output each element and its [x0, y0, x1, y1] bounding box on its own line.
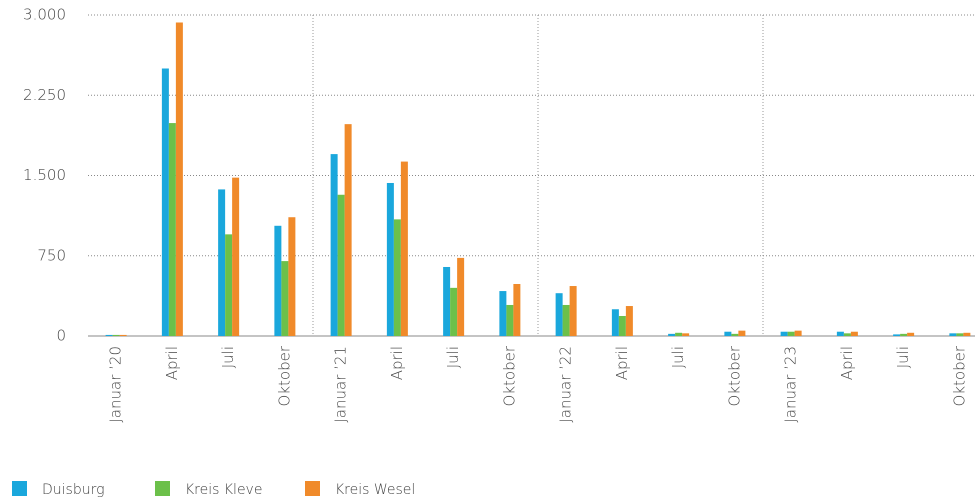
bar — [850, 331, 858, 336]
x-tick-label: Juli — [444, 346, 462, 368]
legend-label: Duisburg — [42, 482, 105, 498]
bar — [836, 331, 844, 336]
bar — [949, 333, 957, 336]
x-tick-label: Oktober — [275, 345, 293, 406]
bar — [963, 332, 971, 336]
legend-swatch — [305, 481, 320, 496]
bar — [569, 286, 577, 336]
bar — [400, 161, 408, 336]
bar — [175, 22, 183, 337]
bar — [337, 194, 345, 336]
bar — [794, 330, 802, 336]
legend-label: Kreis Kleve — [185, 482, 262, 498]
bar — [330, 154, 338, 336]
bar — [668, 333, 676, 336]
bar — [386, 182, 394, 336]
bar — [787, 331, 795, 336]
x-tick-label: April — [163, 346, 181, 380]
bar — [618, 315, 626, 336]
bar — [288, 217, 296, 336]
bar — [112, 334, 120, 336]
x-tick-label: Juli — [894, 346, 912, 368]
bar — [843, 333, 851, 336]
bar — [232, 177, 240, 336]
y-tick-label: 2.250 — [23, 86, 66, 104]
bar — [225, 234, 233, 336]
x-tick-label: Januar ’23 — [782, 346, 800, 423]
bar — [675, 332, 683, 336]
bar — [562, 304, 570, 336]
y-tick-label: 750 — [37, 246, 66, 264]
bar — [393, 219, 401, 336]
y-tick-label: 3.000 — [23, 6, 66, 24]
bar — [893, 334, 901, 336]
y-tick-label: 1.500 — [23, 166, 66, 184]
bar — [218, 189, 226, 336]
bar — [682, 333, 690, 336]
bar — [344, 124, 352, 336]
x-tick-label: April — [613, 346, 631, 380]
bar — [611, 309, 619, 336]
bar — [168, 123, 176, 336]
x-tick-label: Oktober — [725, 345, 743, 406]
bar — [780, 331, 788, 336]
x-tick-label: Januar ’22 — [557, 346, 575, 423]
x-tick-label: Januar ’21 — [332, 346, 350, 423]
bar — [907, 332, 915, 336]
x-tick-label: Juli — [219, 346, 237, 368]
bar — [724, 331, 732, 336]
bar — [738, 330, 746, 336]
x-tick-label: Oktober — [950, 345, 968, 406]
bar — [506, 304, 514, 336]
bar — [105, 334, 113, 336]
bar — [900, 333, 908, 336]
bar — [161, 68, 169, 336]
bar — [119, 334, 127, 336]
bar — [450, 287, 458, 336]
y-tick-label: 0 — [56, 327, 66, 345]
x-tick-label: Oktober — [500, 345, 518, 406]
x-tick-label: April — [388, 346, 406, 380]
bar — [281, 261, 289, 336]
legend-swatch — [155, 481, 170, 496]
legend-swatch — [12, 481, 27, 496]
bar — [956, 333, 964, 336]
x-tick-label: April — [838, 346, 856, 380]
bar — [457, 257, 465, 336]
x-tick-label: Januar ’20 — [107, 346, 125, 423]
bar — [499, 291, 507, 336]
bar — [443, 266, 451, 336]
bar — [513, 283, 521, 336]
x-tick-label: Juli — [669, 346, 687, 368]
legend-label: Kreis Wesel — [335, 482, 415, 498]
bar — [274, 225, 282, 336]
bar — [555, 293, 563, 336]
bar — [731, 333, 739, 336]
bar — [625, 306, 633, 336]
